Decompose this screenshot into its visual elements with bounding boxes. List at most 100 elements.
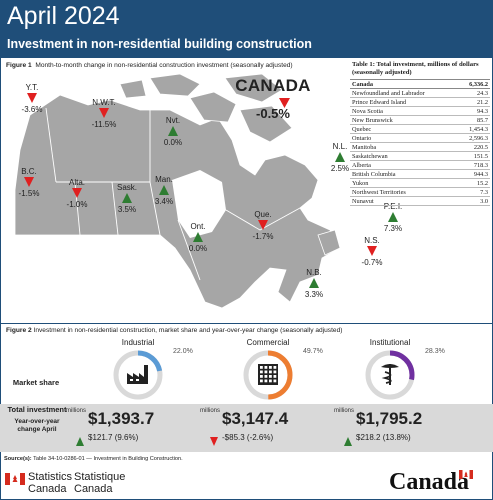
down-arrow-icon [99,108,109,118]
figure2-caption: Figure 2 Investment in non-residential c… [6,327,342,334]
up-arrow-icon [76,437,84,446]
building-icon [258,364,278,385]
table-cell-value: 3.0 [457,196,490,207]
table-cell-value: 94.3 [457,106,490,117]
factory-icon [127,365,148,384]
table-cell-value: 21.2 [457,97,490,108]
region-label: Man. 3.4% [144,175,184,207]
table1-grid: Canada 6,336.2 Newfoundland and Labrador 24… [350,80,490,207]
region-arrow [144,185,184,197]
table-row: Alberta 718.3 [350,160,490,171]
region-value: 3.4% [154,197,174,206]
statcan-en-line1: Statistics [28,471,73,483]
region-arrow [153,126,193,138]
region-label: Ont. 0.0% [178,222,218,254]
up-arrow-icon [344,437,352,446]
table-cell-value: 1,454.3 [457,124,490,135]
market-share-donut [113,350,163,400]
investment-cell-industrial: millions $1,393.7 $121.7 (9.6%) [66,406,201,450]
region-arrow [9,177,49,189]
statcan-en-line2: Canada [28,483,67,495]
header-banner: April 2024 Investment in non-residential… [0,0,493,58]
source-text: Table 34-10-0286-01 — Investment in Buil… [33,456,183,462]
sector-name: Institutional [369,338,411,347]
region-value: -1.5% [18,189,40,198]
change-arrow [210,433,219,446]
up-arrow-icon [122,193,132,203]
investment-cell-institutional: millions $1,795.2 $218.2 (13.8%) [334,406,469,450]
region-arrow [12,93,52,105]
sector-industrial: Industrial 22.0% [98,338,208,402]
market-share-donut [243,350,293,400]
canada-down-arrow-icon [279,98,290,108]
region-value: 3.5% [117,205,137,214]
region-arrow [373,212,413,224]
region-label: Alta. -1.0% [57,178,97,210]
caduceus-icon [381,364,399,385]
up-arrow-icon [193,232,203,242]
up-arrow-icon [335,152,345,162]
table-cell-value: 220.5 [457,142,490,153]
table-row: Nova Scotia 94.3 [350,106,490,117]
page-subtitle: Investment in non-residential building c… [7,37,312,51]
canada-value: -0.5% [256,106,290,121]
region-value: -1.0% [66,200,88,209]
up-arrow-icon [388,212,398,222]
region-value: -0.7% [361,258,383,267]
table-row: New Brunswick 85.7 [350,115,490,126]
region-name: Que. [254,210,272,219]
table-cell-region: Nunavut [350,196,458,207]
region-label: Y.T. -3.6% [12,83,52,115]
region-value: 7.3% [383,224,403,233]
table-cell-value: 15.2 [457,178,490,189]
region-arrow [84,108,124,120]
arctic-island-4 [119,79,147,99]
table-cell-value: 24.3 [457,88,490,99]
statcan-french: Statistique Canada [74,471,125,495]
table-row: Prince Edward Island 21.2 [350,97,490,108]
table-cell-value: 7.3 [457,187,490,198]
table-cell-region: Canada [350,80,458,90]
page-title: April 2024 [7,2,120,30]
table-cell-value: 718.3 [457,160,490,171]
table-row: Yukon 15.2 [350,178,490,189]
up-arrow-icon [309,278,319,288]
down-arrow-icon [210,437,218,446]
table-cell-region: Northwest Territories [350,187,458,198]
table1-title: Table 1: Total investment, millions of d… [350,60,490,80]
region-name: N.W.T. [92,98,116,107]
region-arrow [57,188,97,200]
statcan-fr-line1: Statistique [74,471,126,483]
table-cell-value: 85.7 [457,115,490,126]
up-arrow-icon [159,185,169,195]
unit-label: millions [334,408,355,414]
statcan-english: Statistics Canada [28,471,72,495]
sector-commercial: Commercial 49.7% [228,338,338,402]
figure1-caption: Figure 1 Month-to-month change in non-re… [6,62,336,69]
arctic-island-5 [239,105,293,143]
source-note: Source(s): Table 34-10-0286-01 — Investm… [4,456,183,462]
region-label: B.C. -1.5% [9,167,49,199]
total-investment-label-block: Total investment Year-over-year change A… [4,405,70,434]
canada-flag-icon [5,473,25,485]
source-label: Source(s): [4,456,32,462]
region-label: P.E.I. 7.3% [373,202,413,234]
region-value: 0.0% [188,244,208,253]
table-cell-region: Prince Edward Island [350,97,458,108]
hudson-bay [172,170,226,238]
investment-cell-commercial: millions $3,147.4 -$85.3 (-2.6%) [200,406,335,450]
region-label: N.W.T. -11.5% [84,98,124,130]
table-cell-region: Newfoundland and Labrador [350,88,458,99]
region-label: N.B. 3.3% [294,268,334,300]
table-cell-region: Manitoba [350,142,458,153]
region-value: -3.6% [21,105,43,114]
newfoundland-shape [317,229,341,256]
table-cell-region: Ontario [350,133,458,144]
region-value: -1.7% [252,232,274,241]
sector-name: Industrial [121,338,155,347]
market-share-donut [365,350,415,400]
unit-label: millions [66,408,87,414]
table-row: Nunavut 3.0 [350,196,490,207]
statcan-fr-line2: Canada [74,483,113,495]
table-cell-value: 151.5 [457,151,490,162]
